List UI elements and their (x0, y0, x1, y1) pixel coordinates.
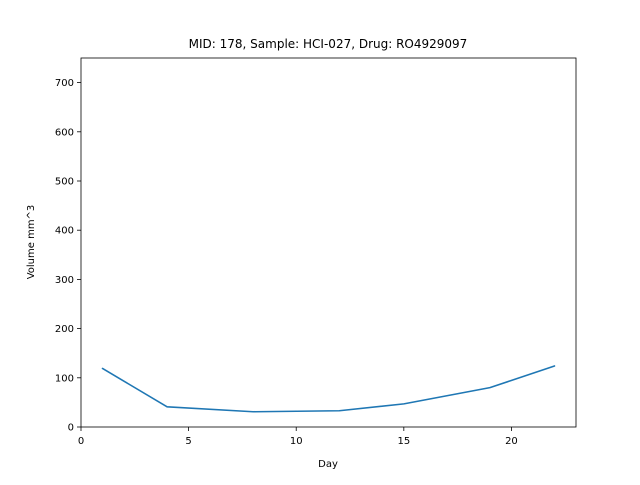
y-tick-label: 500 (55, 177, 74, 188)
x-tick-label: 5 (185, 436, 191, 447)
y-axis-label: Volume mm^3 (26, 205, 37, 280)
x-tick-label: 15 (397, 436, 410, 447)
y-tick-label: 100 (55, 373, 74, 384)
x-tick-label: 10 (290, 436, 303, 447)
x-axis-label: Day (318, 459, 338, 470)
y-tick-label: 200 (55, 324, 74, 335)
y-tick-label: 700 (55, 78, 74, 89)
x-tick-label: 20 (505, 436, 518, 447)
y-tick-label: 300 (55, 275, 74, 286)
plot-frame (80, 57, 577, 428)
series-line (101, 365, 556, 413)
chart-title: MID: 178, Sample: HCI-027, Drug: RO49290… (189, 37, 468, 51)
y-tick-label: 600 (55, 127, 74, 138)
y-tick-label: 0 (68, 423, 74, 434)
x-tick-label: 0 (78, 436, 84, 447)
y-tick-label: 400 (55, 226, 74, 237)
